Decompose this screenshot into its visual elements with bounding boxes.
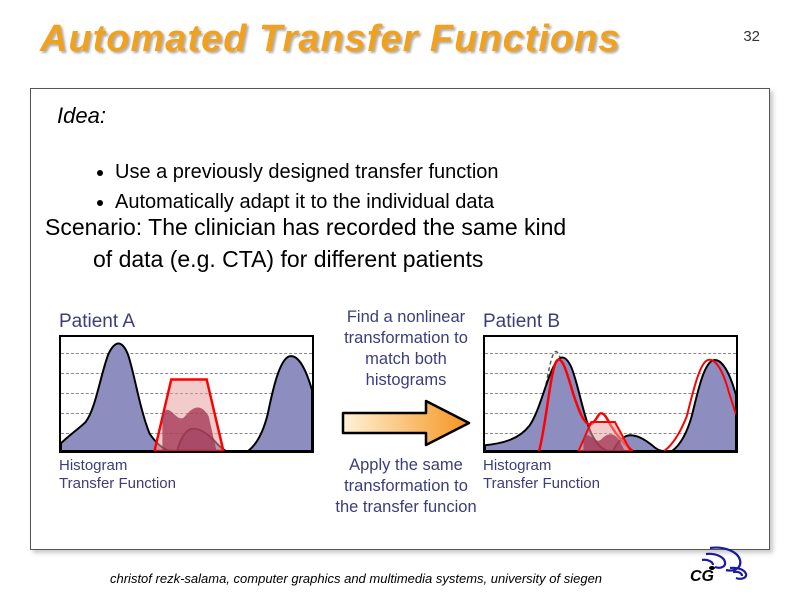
patient-b-caption: Histogram Transfer Function	[483, 457, 753, 493]
patient-a-chart: Patient A Histogram Transfer Function	[59, 311, 329, 521]
page-title: Automated Transfer Functions	[40, 18, 620, 61]
transformation-instructions: Find a nonlinear transformation to match…	[331, 307, 481, 518]
patient-b-curves	[485, 337, 736, 451]
scenario-text: Scenario: The clinician has recorded the…	[45, 211, 755, 275]
patient-b-chart: Patient B Histogram Transfe	[483, 311, 753, 521]
footer-credit: christof rezk-salama, computer graphics …	[110, 571, 602, 586]
patient-a-plot-area	[59, 335, 314, 453]
patient-a-title: Patient A	[59, 311, 329, 333]
slide-number: 32	[743, 28, 760, 45]
bullet-item: Use a previously designed transfer funct…	[115, 157, 747, 187]
cg-logo-label: CG	[690, 568, 714, 586]
patient-b-plot-area	[483, 335, 738, 453]
patient-a-curves	[61, 337, 312, 451]
transform-arrow	[331, 399, 481, 447]
cg-logo: CG	[690, 544, 780, 592]
content-box: Idea: Use a previously designed transfer…	[30, 88, 770, 550]
transform-text-top: Find a nonlinear transformation to match…	[331, 307, 481, 391]
transform-arrow-icon	[341, 399, 471, 447]
idea-bullets: Use a previously designed transfer funct…	[57, 157, 747, 217]
idea-label: Idea:	[57, 103, 106, 129]
transform-text-bottom: Apply the same transformation to the tra…	[331, 455, 481, 518]
patient-b-title: Patient B	[483, 311, 753, 333]
patient-a-caption: Histogram Transfer Function	[59, 457, 329, 493]
